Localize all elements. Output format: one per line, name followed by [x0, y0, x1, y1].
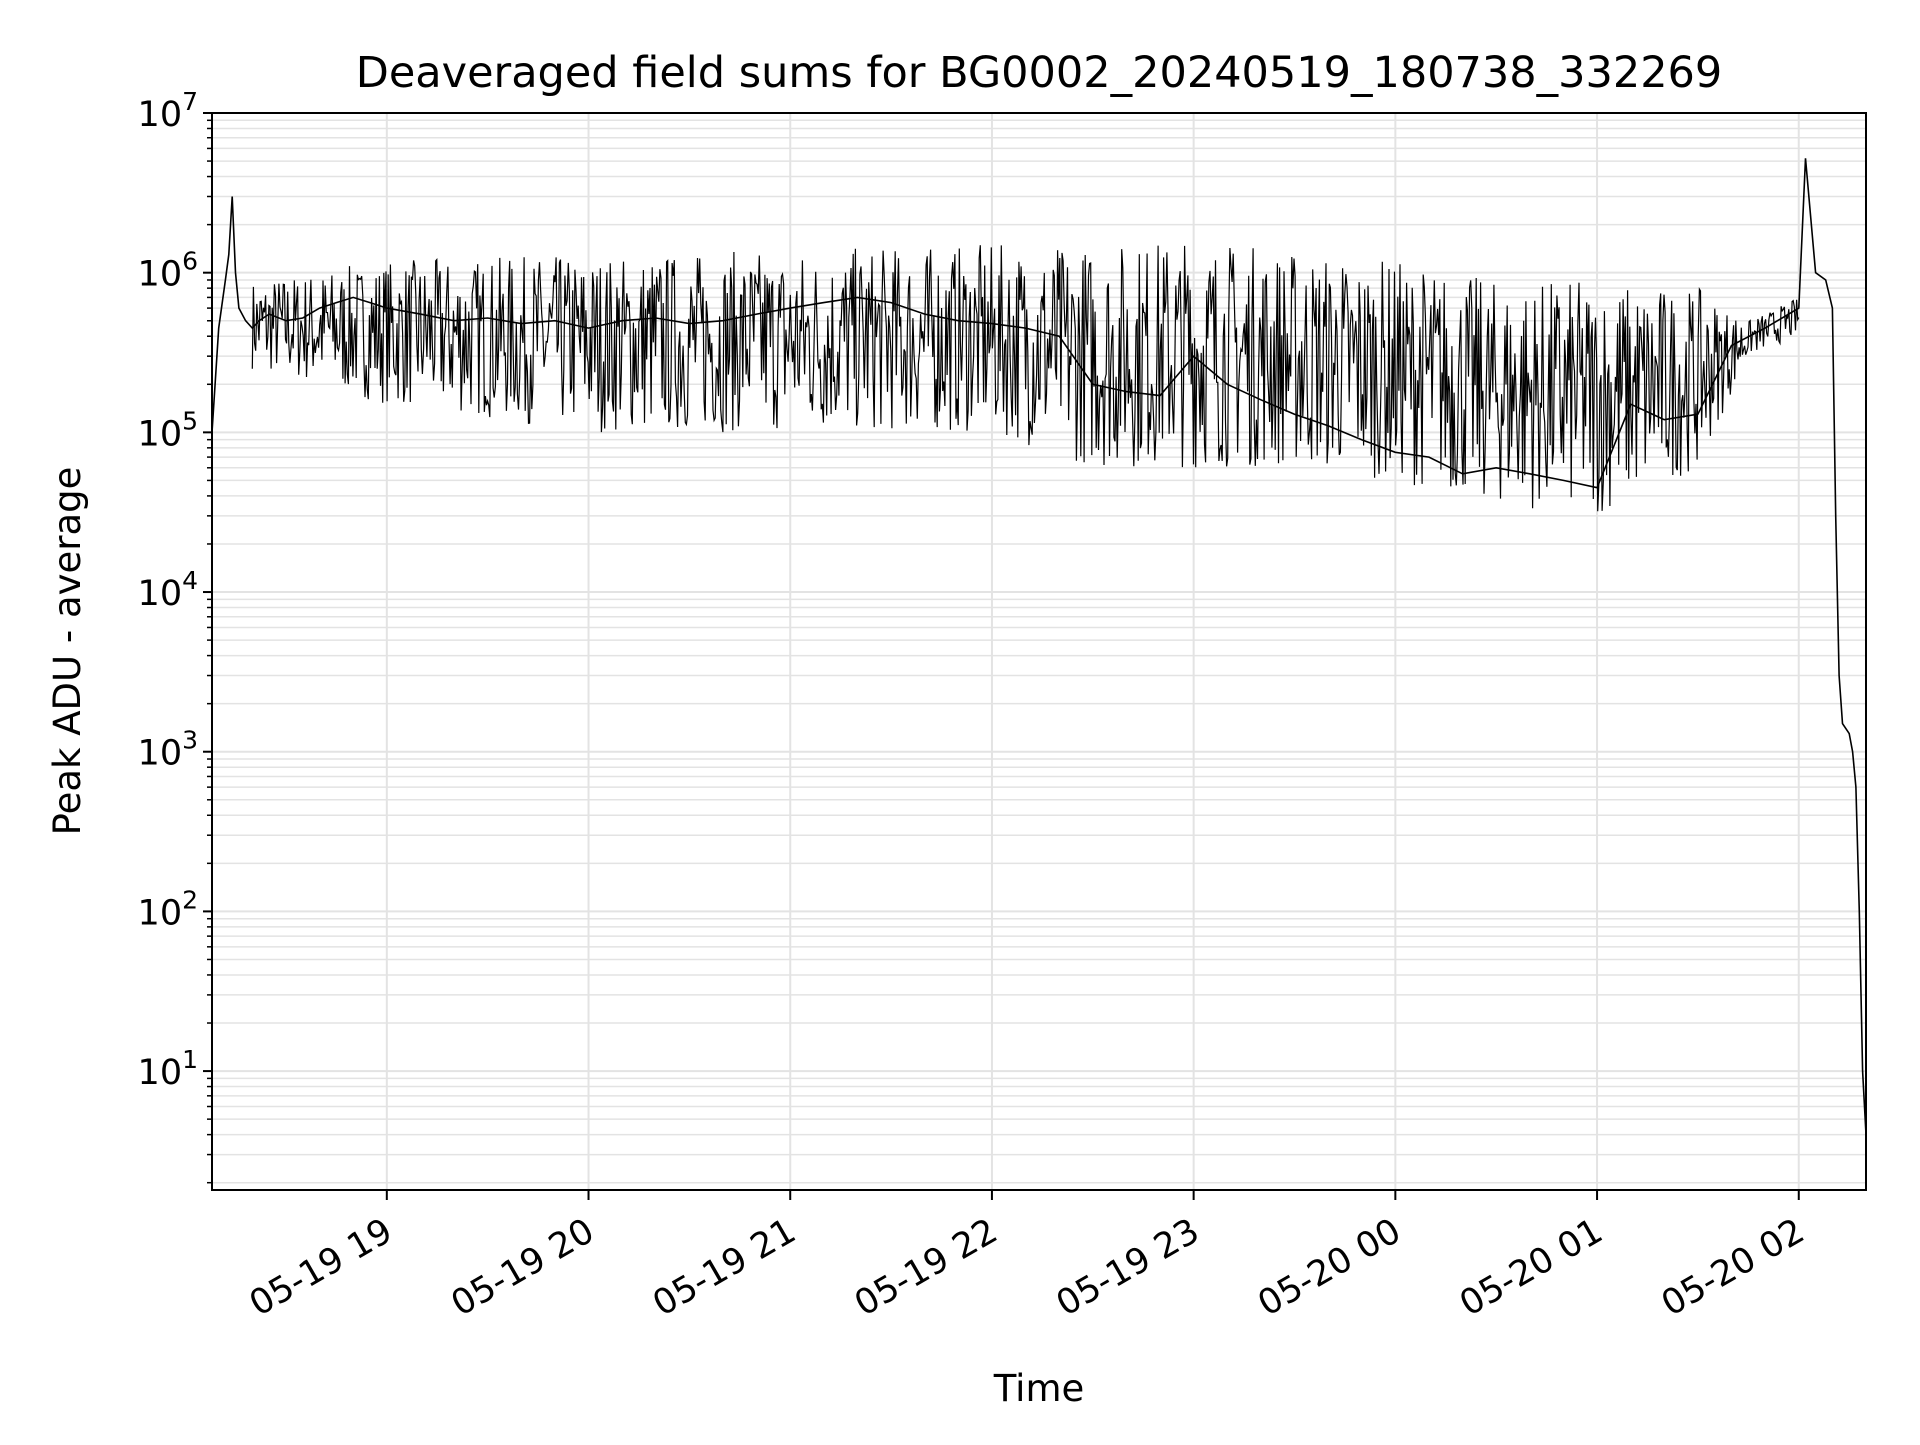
y-tick-label-exponent: 7 [182, 87, 198, 116]
series-layer [211, 158, 1867, 1135]
y-tick-label: 103 [138, 726, 198, 774]
grid-layer [212, 112, 1866, 1190]
y-tick-label-base: 10 [138, 414, 183, 454]
y-tick-label: 101 [138, 1045, 198, 1093]
noise-band-layer [251, 245, 1800, 512]
series-line [211, 158, 1867, 1135]
y-tick-label-exponent: 6 [182, 247, 198, 276]
chart-title: Deaveraged field sums for BG0002_2024051… [356, 48, 1723, 98]
y-axis-label: Peak ADU - average [46, 467, 89, 836]
y-tick-label: 105 [138, 406, 198, 454]
y-tick-label: 106 [138, 247, 198, 295]
y-tick-label-exponent: 2 [182, 885, 198, 914]
y-tick-label-exponent: 1 [182, 1045, 198, 1074]
y-tick-label-exponent: 5 [182, 406, 198, 435]
y-tick-label-base: 10 [138, 574, 183, 614]
y-tick-label-base: 10 [138, 95, 183, 135]
y-tick-label-base: 10 [138, 1053, 183, 1093]
y-tick-label-exponent: 4 [182, 566, 198, 595]
y-tick-label: 104 [138, 566, 198, 614]
plot-frame [211, 112, 1867, 1191]
y-tick-label: 107 [138, 87, 198, 135]
y-tick-label-base: 10 [138, 893, 183, 933]
x-axis-label: Time [993, 1367, 1085, 1410]
y-tick-label-base: 10 [138, 734, 183, 774]
y-tick-label: 102 [138, 885, 198, 933]
y-tick-label-exponent: 3 [182, 726, 198, 755]
noise-trace [251, 245, 1800, 512]
y-tick-label-base: 10 [138, 255, 183, 295]
